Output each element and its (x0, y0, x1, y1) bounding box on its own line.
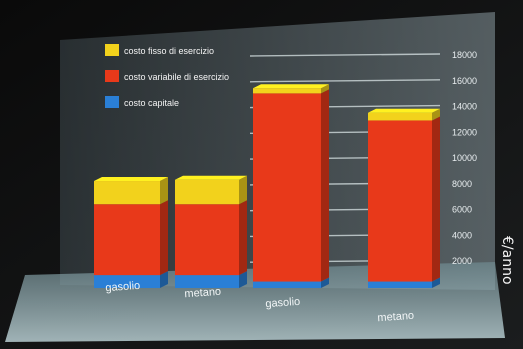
bar-side-2-1 (321, 89, 329, 282)
legend-swatch (105, 44, 119, 56)
bar-side-2-0 (321, 277, 329, 288)
bar-side-2-2 (321, 84, 329, 94)
bar-segment-0-2 (94, 181, 160, 205)
bar-top-2 (253, 84, 329, 89)
bar-segment-2-2 (253, 88, 321, 94)
y-tick-label: 12000 (452, 127, 477, 137)
bar-side-1-1 (239, 200, 247, 276)
bar-segment-1-0 (175, 275, 239, 288)
bar-segment-2-0 (253, 281, 321, 288)
bar-side-1-0 (239, 271, 247, 288)
gridline (249, 79, 441, 83)
y-tick-label: 16000 (452, 76, 477, 86)
category-label: gasolio (105, 280, 141, 294)
bar-side-1-2 (239, 175, 247, 205)
y-tick-label: 2000 (452, 256, 472, 266)
legend-swatch (105, 96, 119, 108)
legend-label: costo variabile di esercizio (124, 72, 229, 82)
bar-side-0-1 (160, 200, 168, 276)
bar-top-1 (175, 175, 247, 180)
bar-side-0-2 (160, 177, 168, 205)
y-tick-label: 8000 (452, 179, 472, 189)
bar-segment-0-1 (94, 204, 160, 276)
bar-segment-1-2 (175, 179, 239, 205)
bar-top-3 (368, 108, 440, 113)
y-tick-label: 4000 (452, 230, 472, 240)
bar-segment-3-1 (368, 120, 432, 282)
y-tick-label: 18000 (452, 50, 477, 60)
category-label: gasolio (265, 296, 301, 310)
y-tick-label: 10000 (452, 153, 477, 163)
legend: costo fisso di esercizio costo variabile … (105, 44, 229, 108)
bar-side-3-2 (432, 108, 440, 121)
bars (94, 84, 440, 288)
legend-label: costo capitale (124, 98, 179, 108)
y-tick-label: 14000 (452, 102, 477, 112)
bar-side-3-1 (432, 116, 440, 282)
category-labels: gasolio metano gasolio metano (105, 280, 415, 324)
gridline (249, 53, 441, 57)
bar-side-0-0 (160, 271, 168, 288)
y-axis-ticks: 2000 4000 6000 8000 10000 12000 14000 16000 1800… (452, 50, 477, 266)
y-axis-unit-label: €/anno (499, 236, 515, 285)
bar-segment-3-0 (368, 281, 432, 288)
legend-label: costo fisso di esercizio (124, 46, 214, 56)
bar-side-3-0 (432, 277, 440, 288)
bar-top-0 (94, 177, 168, 182)
y-tick-label: 6000 (452, 205, 472, 215)
legend-swatch (105, 70, 119, 82)
bar-segment-1-1 (175, 204, 239, 276)
bar-segment-2-1 (253, 93, 321, 282)
bar-segment-0-0 (94, 275, 160, 288)
category-label: metano (184, 286, 221, 301)
category-label: metano (377, 310, 414, 325)
bar-segment-3-2 (368, 112, 432, 121)
